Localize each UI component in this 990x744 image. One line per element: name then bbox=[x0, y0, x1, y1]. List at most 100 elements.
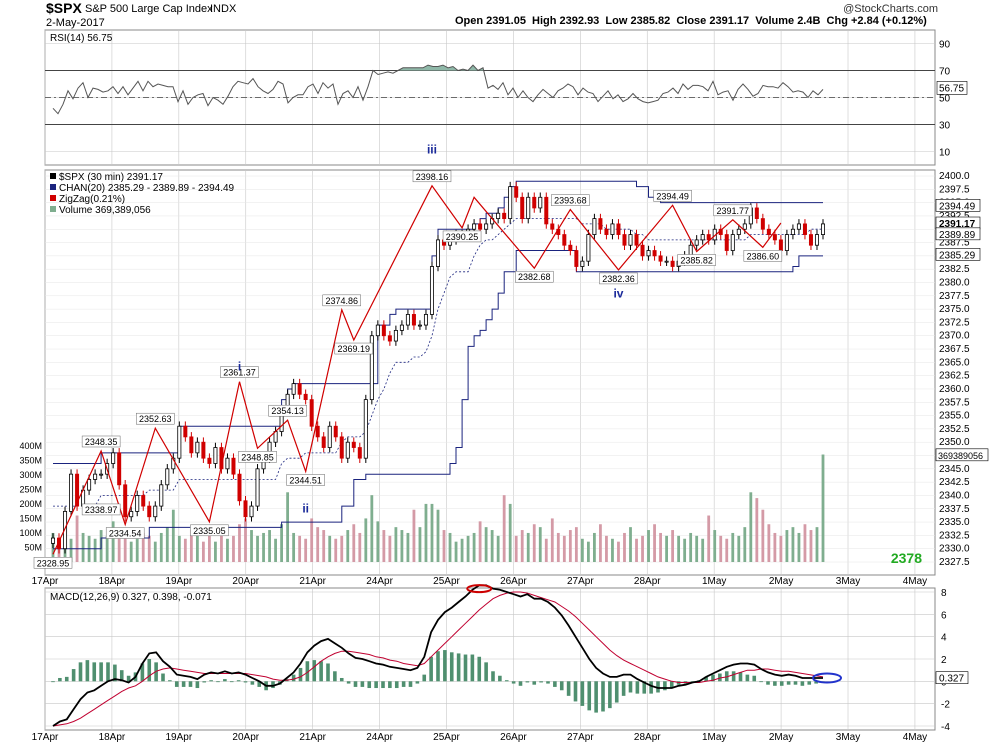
candle-body bbox=[195, 441, 200, 454]
macd-tick-label: 2 bbox=[941, 655, 947, 666]
rsi-current-value: 56.75 bbox=[939, 83, 964, 94]
candle-body bbox=[321, 436, 326, 448]
volume-bar bbox=[635, 538, 638, 562]
volume-tick-label: 350M bbox=[19, 455, 42, 465]
candle-body bbox=[363, 399, 368, 459]
volume-bar bbox=[141, 532, 145, 562]
candle-body bbox=[387, 335, 392, 342]
candle-body bbox=[255, 468, 260, 507]
volume-bar bbox=[749, 492, 753, 562]
date-label: 4May bbox=[903, 576, 927, 587]
volume-bar bbox=[743, 527, 747, 562]
copyright-label: @StockCharts.com bbox=[843, 3, 938, 15]
volume-bar bbox=[93, 538, 97, 562]
macd-histogram-bar bbox=[752, 675, 757, 682]
legend-swatch bbox=[50, 195, 56, 201]
price-value-box bbox=[935, 227, 981, 241]
volume-bar bbox=[731, 532, 735, 562]
volume-tick-label: 50M bbox=[24, 542, 42, 552]
volume-bar bbox=[629, 527, 632, 562]
volume-bar bbox=[400, 530, 404, 562]
macd-tick-label: 6 bbox=[941, 610, 947, 621]
candle-body bbox=[117, 452, 122, 486]
candle-body bbox=[472, 223, 477, 230]
rsi-title: RSI(14) 56.75 bbox=[50, 33, 113, 44]
candle-body bbox=[393, 329, 398, 342]
candle-body bbox=[766, 228, 771, 235]
macd-histogram-bar bbox=[298, 667, 303, 682]
macd-histogram-bar bbox=[78, 662, 83, 682]
date-label: 21Apr bbox=[299, 576, 326, 587]
candle-body bbox=[201, 441, 206, 459]
volume-bar bbox=[81, 532, 85, 562]
volume-bar bbox=[701, 538, 705, 562]
date-label-bottom: 18Apr bbox=[99, 732, 126, 743]
candle-body bbox=[237, 473, 242, 502]
volume-tick-label: 400M bbox=[19, 441, 42, 451]
macd-histogram-bar bbox=[401, 681, 406, 687]
price-annotation: 2394.49 bbox=[656, 191, 689, 201]
price-annotation: 2352.63 bbox=[139, 414, 172, 424]
volume-bar bbox=[574, 527, 578, 562]
volume-bar bbox=[147, 535, 151, 562]
candle-body bbox=[207, 457, 212, 464]
macd-histogram-bar bbox=[566, 681, 571, 696]
candle-body bbox=[796, 223, 801, 230]
candle-body bbox=[369, 335, 374, 401]
candle-body bbox=[75, 473, 80, 507]
candle-body bbox=[520, 196, 525, 219]
date-label: 3May bbox=[836, 576, 860, 587]
legend-entry: CHAN(20) 2385.29 - 2389.89 - 2394.49 bbox=[59, 183, 235, 194]
macd-title: MACD(12,26,9) 0.327, 0.398, -0.071 bbox=[50, 592, 212, 603]
price-annotation-box bbox=[220, 366, 259, 378]
volume-bar bbox=[562, 535, 566, 562]
macd-histogram-bar bbox=[51, 681, 55, 683]
macd-histogram-bar bbox=[456, 653, 461, 682]
volume-bar bbox=[791, 527, 795, 562]
price-annotation-box bbox=[743, 250, 783, 262]
volume-bar bbox=[719, 535, 723, 562]
volume-bar bbox=[803, 524, 807, 562]
legend-entry: Volume 369,389,056 bbox=[59, 205, 151, 216]
rsi-tick-label: 90 bbox=[939, 40, 951, 51]
volume-bar bbox=[725, 538, 729, 562]
volume-bar bbox=[394, 527, 398, 562]
price-panel bbox=[44, 169, 936, 576]
date-label: 20Apr bbox=[232, 576, 259, 587]
macd-histogram-bar bbox=[587, 681, 592, 711]
price-tick-label: 2362.5 bbox=[939, 371, 970, 382]
candle-body bbox=[706, 234, 711, 241]
price-annotation-box bbox=[713, 204, 753, 217]
price-tick-label: 2350.0 bbox=[939, 437, 970, 448]
channel-lower bbox=[53, 250, 823, 550]
volume-bar bbox=[797, 532, 801, 562]
date-label-bottom: 1May bbox=[702, 732, 726, 743]
macd-histogram-bar bbox=[353, 681, 358, 687]
macd-histogram-bar bbox=[119, 670, 124, 682]
volume-bar bbox=[767, 524, 771, 562]
price-annotation-box bbox=[442, 230, 482, 243]
candle-body bbox=[177, 425, 182, 459]
price-tick-label: 2375.0 bbox=[939, 304, 970, 315]
price-annotation-box bbox=[81, 435, 121, 448]
candle-body bbox=[231, 457, 236, 475]
macd-histogram-bar bbox=[498, 675, 502, 682]
macd-histogram-bar bbox=[704, 676, 708, 682]
volume-bar bbox=[208, 535, 211, 562]
candle-body bbox=[87, 479, 92, 491]
volume-bar bbox=[490, 530, 494, 562]
macd-histogram-bar bbox=[766, 681, 770, 685]
volume-bar bbox=[262, 532, 265, 562]
volume-bar bbox=[809, 530, 813, 562]
candle-body bbox=[249, 505, 254, 518]
candle-body bbox=[538, 196, 543, 209]
wave-label-i: i bbox=[238, 359, 241, 373]
volume-bar bbox=[713, 530, 717, 562]
candle-body bbox=[652, 250, 657, 257]
volume-bar bbox=[779, 535, 783, 562]
macd-histogram-bar bbox=[491, 671, 495, 682]
price-annotation-box bbox=[322, 294, 361, 307]
price-tick-label: 2355.0 bbox=[939, 411, 970, 422]
macd-histogram-bar bbox=[594, 681, 598, 713]
volume-bar bbox=[665, 535, 668, 562]
